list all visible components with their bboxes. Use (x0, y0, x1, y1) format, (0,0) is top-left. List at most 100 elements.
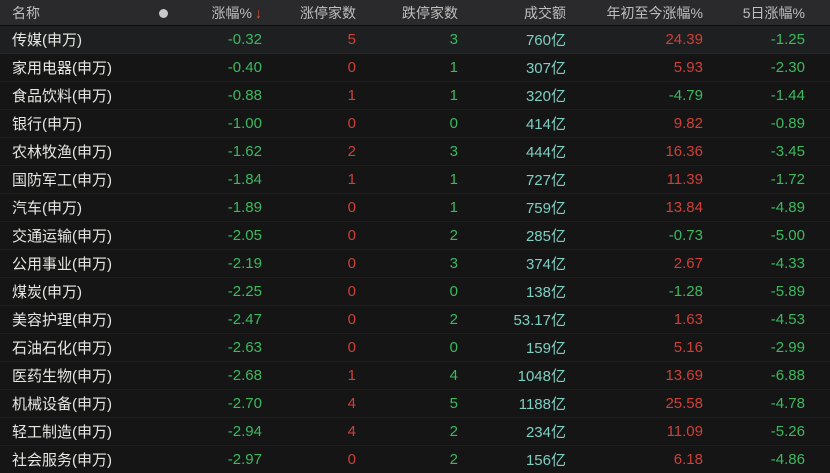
five-day-change-value: -4.89 (770, 199, 805, 216)
limit-up-count: 5 (347, 31, 356, 48)
five-day-change-value: -1.72 (770, 171, 805, 188)
limit-up-count: 0 (347, 199, 356, 216)
change-percent-value: -2.05 (227, 227, 262, 244)
sector-name: 煤炭(申万) (12, 284, 82, 301)
turnover-value: 156亿 (525, 452, 566, 469)
column-header-turnover[interactable]: 成交额 (524, 4, 566, 21)
table-row[interactable]: 美容护理(申万) -2.47 0 2 53.17亿 1.63 -4.53 (0, 306, 830, 334)
ytd-change-value: 1.63 (673, 311, 703, 328)
table-row[interactable]: 农林牧渔(申万) -1.62 2 3 444亿 16.36 -3.45 (0, 138, 830, 166)
table-row[interactable]: 银行(申万) -1.00 0 0 414亿 9.82 -0.89 (0, 110, 830, 138)
change-percent-value: -1.89 (227, 199, 262, 216)
limit-up-count: 0 (347, 115, 356, 132)
column-header-dot[interactable] (150, 5, 176, 21)
limit-up-count: 2 (347, 143, 356, 160)
five-day-change-value: -0.89 (770, 115, 805, 132)
table-row[interactable]: 煤炭(申万) -2.25 0 0 138亿 -1.28 -5.89 (0, 278, 830, 306)
sort-desc-arrow-icon: ↓ (255, 4, 262, 21)
limit-down-count: 0 (449, 339, 458, 356)
limit-up-count: 1 (347, 87, 356, 104)
five-day-change-value: -5.26 (770, 423, 805, 440)
column-header-limit-down[interactable]: 跌停家数 (402, 4, 458, 21)
ytd-change-value: 25.58 (665, 395, 703, 412)
ytd-change-value: 5.93 (673, 59, 703, 76)
turnover-value: 320亿 (525, 88, 566, 105)
five-day-change-value: -1.25 (770, 31, 805, 48)
column-header-5day-change[interactable]: 5日涨幅% (742, 4, 805, 21)
table-row[interactable]: 社会服务(申万) -2.97 0 2 156亿 6.18 -4.86 (0, 446, 830, 473)
limit-up-count: 0 (347, 339, 356, 356)
table-row[interactable]: 交通运输(申万) -2.05 0 2 285亿 -0.73 -5.00 (0, 222, 830, 250)
limit-up-count: 4 (347, 395, 356, 412)
sector-name: 石油石化(申万) (12, 340, 112, 357)
turnover-value: 138亿 (525, 284, 566, 301)
table-row[interactable]: 家用电器(申万) -0.40 0 1 307亿 5.93 -2.30 (0, 54, 830, 82)
turnover-value: 234亿 (525, 424, 566, 441)
change-percent-value: -2.19 (227, 255, 262, 272)
limit-up-count: 1 (347, 367, 356, 384)
five-day-change-value: -3.45 (770, 143, 805, 160)
ytd-change-value: 11.39 (666, 171, 703, 188)
turnover-value: 760亿 (525, 32, 566, 49)
change-percent-value: -0.32 (227, 31, 262, 48)
table-row[interactable]: 汽车(申万) -1.89 0 1 759亿 13.84 -4.89 (0, 194, 830, 222)
sector-name: 农林牧渔(申万) (12, 144, 112, 161)
turnover-value: 444亿 (525, 144, 566, 161)
change-percent-value: -1.00 (227, 115, 262, 132)
change-percent-value: -0.40 (227, 59, 262, 76)
ytd-change-value: 9.82 (673, 115, 703, 132)
column-header-limit-up[interactable]: 涨停家数 (300, 4, 356, 21)
limit-up-count: 4 (347, 423, 356, 440)
limit-down-count: 5 (449, 395, 458, 412)
sector-name: 交通运输(申万) (12, 228, 112, 245)
limit-down-count: 3 (449, 255, 458, 272)
table-row[interactable]: 医药生物(申万) -2.68 1 4 1048亿 13.69 -6.88 (0, 362, 830, 390)
table-row[interactable]: 国防军工(申万) -1.84 1 1 727亿 11.39 -1.72 (0, 166, 830, 194)
five-day-change-value: -4.86 (770, 451, 805, 468)
column-header-ytd-change[interactable]: 年初至今涨幅% (606, 4, 703, 21)
change-percent-value: -2.63 (227, 339, 262, 356)
turnover-value: 53.17亿 (513, 312, 566, 329)
five-day-change-value: -4.53 (770, 311, 805, 328)
turnover-value: 1188亿 (518, 396, 566, 413)
column-header-change-label: 涨幅% (211, 4, 252, 21)
limit-up-count: 0 (347, 451, 356, 468)
limit-down-count: 0 (449, 283, 458, 300)
ytd-change-value: 6.18 (673, 451, 703, 468)
sector-name: 家用电器(申万) (12, 60, 112, 77)
change-percent-value: -0.88 (227, 87, 262, 104)
table-row[interactable]: 机械设备(申万) -2.70 4 5 1188亿 25.58 -4.78 (0, 390, 830, 418)
five-day-change-value: -4.33 (770, 255, 805, 272)
sector-name: 社会服务(申万) (12, 452, 112, 469)
limit-down-count: 1 (449, 171, 458, 188)
turnover-value: 414亿 (525, 116, 566, 133)
column-header-name[interactable]: 名称 (12, 4, 40, 21)
limit-down-count: 1 (449, 87, 458, 104)
sector-name: 美容护理(申万) (12, 312, 112, 329)
table-row[interactable]: 公用事业(申万) -2.19 0 3 374亿 2.67 -4.33 (0, 250, 830, 278)
table-row[interactable]: 食品饮料(申万) -0.88 1 1 320亿 -4.79 -1.44 (0, 82, 830, 110)
table-row[interactable]: 轻工制造(申万) -2.94 4 2 234亿 11.09 -5.26 (0, 418, 830, 446)
column-header-change[interactable]: 涨幅% ↓ (176, 3, 262, 23)
change-percent-value: -2.47 (227, 311, 262, 328)
table-body: 传媒(申万) -0.32 5 3 760亿 24.39 -1.25 家用电器(申… (0, 26, 830, 473)
five-day-change-value: -4.78 (770, 395, 805, 412)
five-day-change-value: -2.99 (770, 339, 805, 356)
sector-name: 银行(申万) (12, 116, 82, 133)
turnover-value: 307亿 (525, 60, 566, 77)
change-percent-value: -2.70 (227, 395, 262, 412)
table-row[interactable]: 传媒(申万) -0.32 5 3 760亿 24.39 -1.25 (0, 26, 830, 54)
table-row[interactable]: 石油石化(申万) -2.63 0 0 159亿 5.16 -2.99 (0, 334, 830, 362)
limit-down-count: 1 (449, 59, 458, 76)
sector-name: 医药生物(申万) (12, 368, 112, 385)
ytd-change-value: 16.36 (665, 143, 703, 160)
limit-down-count: 2 (449, 311, 458, 328)
ytd-change-value: 24.39 (665, 31, 703, 48)
limit-up-count: 1 (347, 171, 356, 188)
sector-name: 轻工制造(申万) (12, 424, 112, 441)
ytd-change-value: 13.84 (665, 199, 703, 216)
limit-down-count: 2 (449, 423, 458, 440)
turnover-value: 285亿 (525, 228, 566, 245)
limit-up-count: 0 (347, 283, 356, 300)
sector-name: 机械设备(申万) (12, 396, 112, 413)
